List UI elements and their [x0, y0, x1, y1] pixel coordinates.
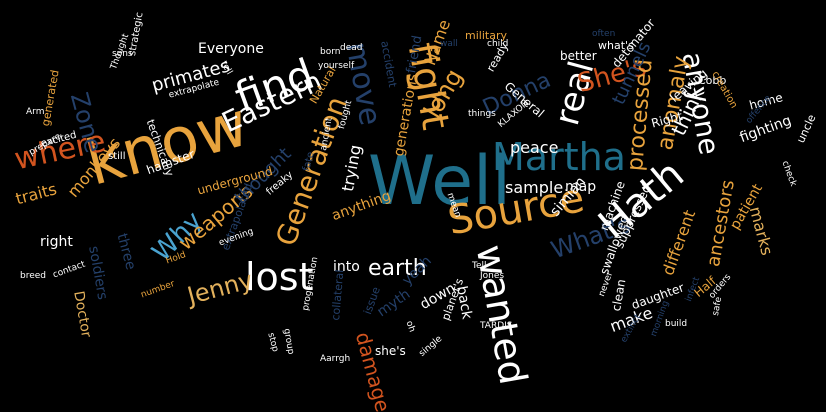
- cloud-word: things: [468, 109, 496, 119]
- cloud-word: Arm: [26, 107, 45, 117]
- cloud-word: check: [779, 159, 798, 188]
- cloud-word: collateral: [329, 269, 347, 322]
- cloud-word: damage: [350, 329, 396, 412]
- cloud-word: right: [40, 234, 73, 250]
- cloud-word: Everyone: [198, 41, 264, 57]
- cloud-word: Tell: [472, 261, 487, 271]
- cloud-word: daughter: [629, 280, 686, 313]
- cloud-word: Doctor: [70, 289, 95, 339]
- cloud-word: peace: [510, 138, 559, 157]
- cloud-word: yourself: [318, 61, 355, 71]
- cloud-word: lost: [245, 255, 314, 299]
- cloud-word: single: [417, 334, 445, 359]
- cloud-word: what's: [598, 39, 634, 52]
- cloud-word: breed: [20, 271, 47, 281]
- cloud-word: generated: [39, 68, 62, 128]
- cloud-word: wall: [440, 39, 458, 49]
- cloud-word: soldiers: [85, 244, 111, 301]
- cloud-word: better: [560, 49, 597, 63]
- cloud-word: military: [465, 29, 507, 42]
- cloud-word: number: [139, 279, 177, 301]
- cloud-word: contact: [51, 259, 87, 281]
- cloud-word: Martha: [492, 135, 626, 179]
- cloud-word: stop: [265, 331, 280, 354]
- cloud-word: group: [281, 327, 296, 356]
- cloud-word: three: [113, 231, 139, 272]
- cloud-word: oh: [403, 319, 417, 334]
- cloud-word: Cobb: [698, 74, 727, 87]
- cloud-word: dead: [340, 43, 363, 53]
- cloud-word: she's: [375, 344, 406, 358]
- cloud-word: earth: [368, 256, 427, 281]
- cloud-word: Jones: [480, 271, 505, 281]
- cloud-word: sons: [112, 49, 133, 59]
- cloud-word: still: [108, 151, 126, 162]
- cloud-word: different: [658, 207, 700, 278]
- cloud-word: build: [665, 319, 688, 329]
- cloud-word: traits: [13, 179, 59, 209]
- cloud-word: accident: [378, 39, 400, 89]
- cloud-word: Jenny: [184, 265, 256, 311]
- cloud-word: Aarrgh: [320, 354, 351, 364]
- cloud-word: map: [565, 179, 597, 195]
- cloud-word: clean: [609, 278, 629, 313]
- cloud-word: trying: [338, 143, 365, 193]
- cloud-word: sample: [505, 178, 564, 197]
- cloud-word: Well: [368, 142, 511, 221]
- cloud-word: often: [592, 29, 616, 39]
- cloud-word: born: [320, 47, 341, 57]
- cloud-word: into: [333, 259, 360, 275]
- cloud-word: uncle: [794, 112, 819, 146]
- cloud-word: child: [487, 39, 509, 49]
- cloud-word: TARDIS: [480, 321, 513, 331]
